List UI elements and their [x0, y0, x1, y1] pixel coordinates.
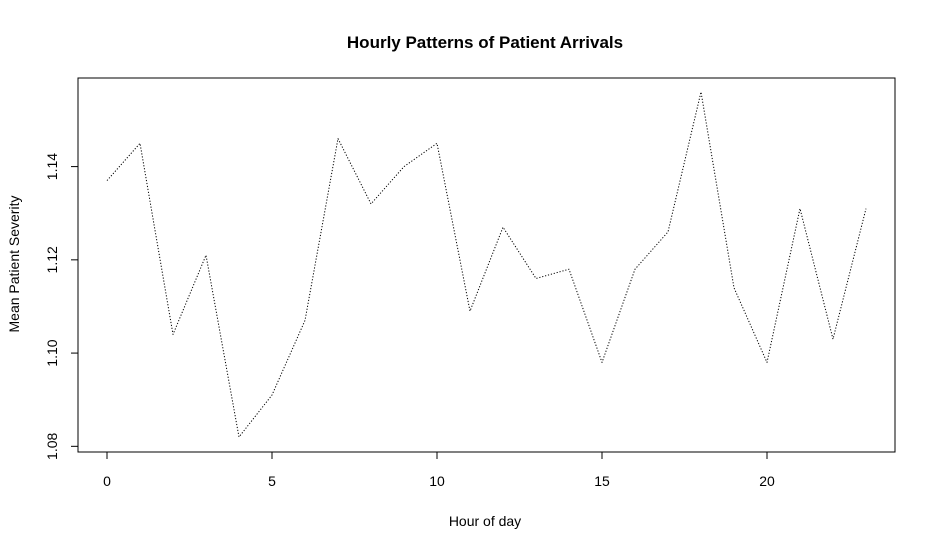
y-tick-label: 1.14 [44, 153, 60, 180]
y-tick-label: 1.12 [44, 246, 60, 273]
y-tick-label: 1.08 [44, 432, 60, 459]
x-axis: 0 5 10 15 20 [103, 452, 775, 489]
x-axis-label: Hour of day [449, 513, 521, 529]
y-tick-label: 1.10 [44, 339, 60, 366]
y-axis-label: Mean Patient Severity [6, 196, 22, 333]
series-line [107, 92, 866, 437]
y-axis: 1.08 1.10 1.12 1.14 [44, 153, 78, 460]
x-tick-label: 15 [594, 473, 610, 489]
series-layer [107, 92, 866, 437]
plot-frame [78, 78, 895, 452]
x-tick-label: 20 [759, 473, 775, 489]
x-tick-label: 10 [429, 473, 445, 489]
chart-title: Hourly Patterns of Patient Arrivals [347, 33, 623, 52]
x-tick-label: 5 [268, 473, 276, 489]
x-tick-label: 0 [103, 473, 111, 489]
